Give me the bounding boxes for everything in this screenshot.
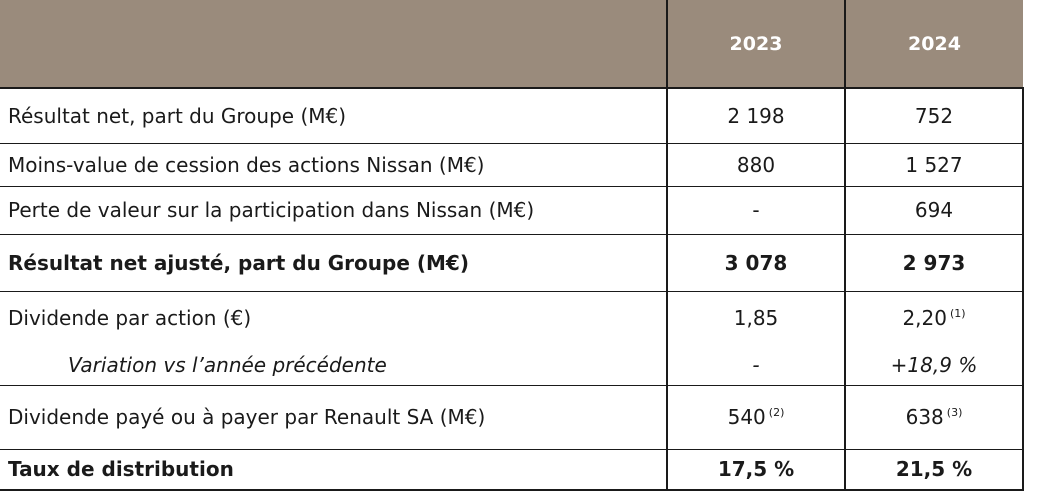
value-2023: 1,85 [667,290,846,345]
table-row-payout-ratio: Taux de distribution 17,5 % 21,5 % [0,448,1024,491]
row-label: Dividende par action (€) [0,290,668,345]
table-row-dividend-paid: Dividende payé ou à payer par Renault SA… [0,384,1024,449]
value-2024: 752 [845,88,1024,143]
row-label: Résultat net, part du Groupe (M€) [0,88,668,143]
header-label-cell [0,0,668,89]
table-row-impairment: Perte de valeur sur la participation dan… [0,185,1024,234]
row-label: Perte de valeur sur la participation dan… [0,185,668,234]
value-2024: 638 (3) [845,384,1024,449]
table-row-dividend-per-share: Dividende par action (€) 1,85 2,20 (1) [0,290,1024,345]
footnote-marker: (3) [946,406,963,419]
value-2023: 880 [667,142,846,186]
value-2023: 2 198 [667,88,846,143]
value-text: 2,20 [902,306,947,331]
value-2023: 3 078 [667,233,846,291]
row-label: Dividende payé ou à payer par Renault SA… [0,384,668,449]
footnote-marker: (1) [949,307,966,321]
value-2023: - [667,345,846,385]
row-label: Résultat net ajusté, part du Groupe (M€) [0,233,668,291]
row-label: Taux de distribution [0,448,668,491]
value-2024: 2 973 [845,233,1024,291]
table-row-capital-loss: Moins-value de cession des actions Nissa… [0,142,1024,186]
header-year-2023: 2023 [667,0,846,89]
table-row-variation: Variation vs l’année précédente - +18,9 … [0,345,1024,385]
value-2024: 21,5 % [845,448,1024,491]
value-2023: 17,5 % [667,448,846,491]
row-label: Variation vs l’année précédente [0,345,668,385]
value-2024: 694 [845,185,1024,234]
header-year-2024: 2024 [845,0,1023,89]
table-row-adjusted-net-income: Résultat net ajusté, part du Groupe (M€)… [0,233,1024,291]
table-header-row: 2023 2024 [0,0,1023,89]
value-2023: - [667,185,846,234]
value-2024: 2,20 (1) [845,290,1024,345]
footnote-marker: (2) [768,406,785,419]
value-text: 638 [905,405,944,429]
value-2023: 540 (2) [667,384,846,449]
table-row-net-income: Résultat net, part du Groupe (M€) 2 198 … [0,88,1024,143]
value-2024: 1 527 [845,142,1024,186]
row-label: Moins-value de cession des actions Nissa… [0,142,668,186]
value-2024: +18,9 % [845,345,1024,385]
value-text: 540 [727,405,766,429]
